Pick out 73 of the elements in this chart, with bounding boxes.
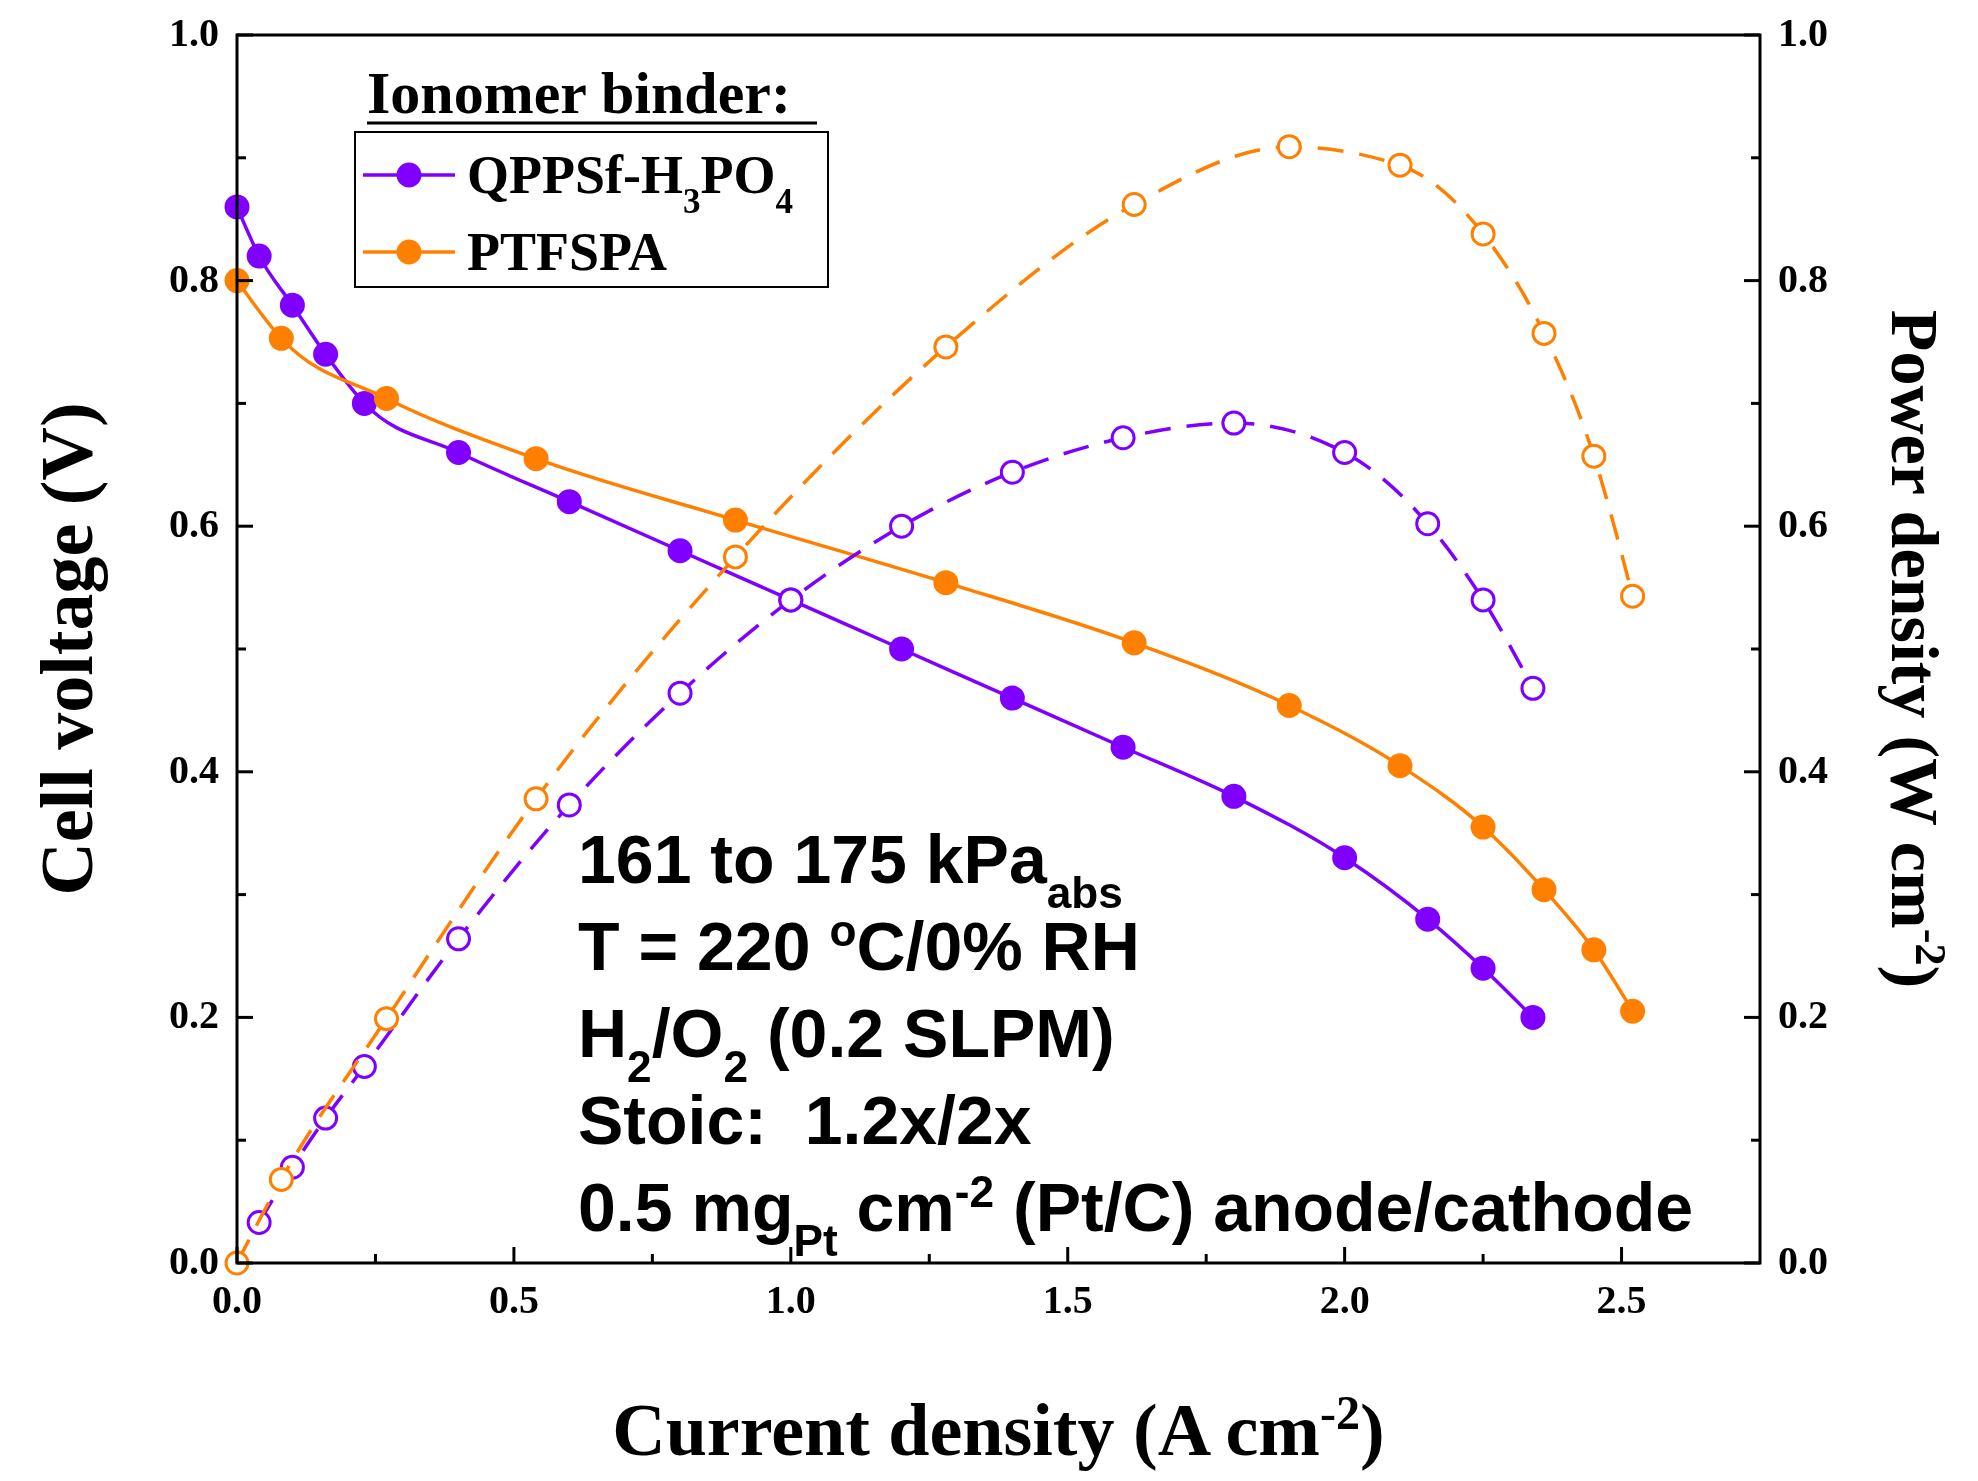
x-tick-label: 1.5: [1042, 1277, 1093, 1322]
y-axis-title: Cell voltage (V): [26, 402, 108, 896]
y-tick-label: 1.0: [169, 10, 219, 55]
point: [556, 489, 582, 515]
y2-tick-label: 0.0: [1778, 1238, 1828, 1283]
y2-tick-label: 0.6: [1778, 501, 1828, 547]
annotation: 0.5 mg$_{Pt}$ cm$^{-2}$ (Pt/C) anode/cathode: [578, 1166, 1694, 1265]
y2-tick-label: 0.4: [1778, 746, 1828, 792]
point: [1531, 877, 1557, 903]
point: [268, 1167, 294, 1192]
point: [374, 385, 400, 411]
point: [1415, 906, 1441, 932]
point: [1121, 630, 1147, 656]
point: [1110, 734, 1136, 760]
x-tick-label: 2.5: [1596, 1277, 1647, 1322]
point: [1415, 511, 1441, 537]
x-axis-title: Current density (A cm$^{-2}$): [612, 1385, 1385, 1471]
point: [1581, 443, 1607, 469]
point: [1620, 583, 1646, 609]
point: [1276, 134, 1302, 160]
point: [1221, 410, 1247, 436]
point: [933, 334, 959, 360]
point: [1520, 675, 1546, 701]
point: [1470, 814, 1496, 840]
x-tick-label: 1.0: [765, 1277, 816, 1322]
y2-tick-label: 0.8: [1778, 255, 1828, 301]
point: [1387, 753, 1413, 779]
y2-tick-label: 0.2: [1778, 992, 1828, 1038]
point: [446, 926, 472, 952]
point: [313, 341, 339, 367]
point: [1332, 440, 1358, 466]
point: [889, 636, 915, 662]
point: [523, 446, 549, 472]
x-tick-label: 2.0: [1319, 1277, 1370, 1322]
point: [667, 680, 693, 706]
point: [374, 1006, 400, 1032]
point: [523, 786, 549, 812]
point: [1110, 425, 1136, 451]
legend-label: QPPSf-H$_{3}$PO$_{4}$: [467, 145, 794, 221]
legend-title: Ionomer binder:: [367, 60, 791, 126]
point: [1470, 955, 1496, 981]
point: [279, 292, 305, 318]
point: [999, 459, 1025, 485]
y-tick-label: 0.8: [169, 255, 219, 301]
y-tick-label: 0.2: [169, 992, 219, 1038]
point: [1221, 783, 1247, 809]
point: [999, 685, 1025, 711]
point: [1520, 1004, 1546, 1030]
point: [1470, 587, 1496, 613]
point: [1531, 320, 1557, 346]
point: [351, 390, 377, 416]
y-tick-label: 0.4: [169, 746, 219, 792]
point: [1470, 221, 1496, 247]
point: [268, 325, 294, 351]
point: [889, 513, 915, 539]
point: [1620, 998, 1646, 1024]
point: [722, 507, 748, 533]
point: [1387, 152, 1413, 178]
point: [1581, 937, 1607, 963]
x-tick-label: 0.5: [488, 1277, 539, 1322]
legend-label: PTFSPA: [467, 222, 667, 282]
point: [246, 243, 272, 269]
y2-tick-label: 1.0: [1778, 10, 1828, 55]
point: [933, 570, 959, 596]
point: [722, 544, 748, 570]
point: [667, 538, 693, 564]
point: [1276, 692, 1302, 718]
point: [1332, 845, 1358, 871]
point: [351, 1054, 377, 1080]
point: [556, 792, 582, 818]
y-tick-label: 0.6: [169, 501, 219, 547]
point: [1121, 191, 1147, 217]
point: [446, 440, 472, 466]
